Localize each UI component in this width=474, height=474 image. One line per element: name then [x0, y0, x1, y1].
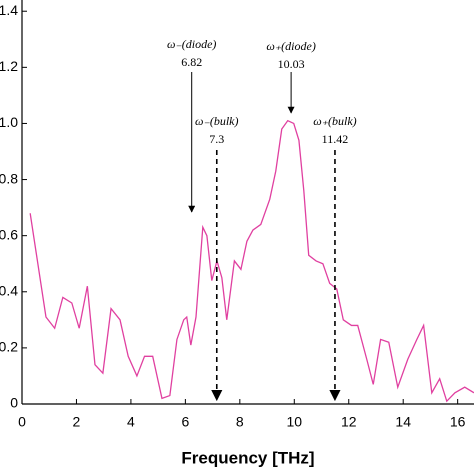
x-tick-label: 10 [287, 414, 303, 430]
y-tick-label: 0.6 [0, 226, 18, 242]
x-tick-label: 16 [450, 414, 466, 430]
y-tick-label: 0.4 [0, 282, 18, 298]
x-tick-label: 2 [73, 414, 81, 430]
annotation-label: ω₊(diode) [266, 39, 315, 53]
y-tick-label: 0.2 [0, 339, 18, 355]
x-tick-label: 8 [236, 414, 244, 430]
x-axis-label: Frequency [THz] [181, 448, 314, 467]
data-line [29, 119, 474, 403]
annotation-label: ω₋(diode) [167, 37, 216, 51]
y-tick-label: 1.2 [0, 58, 18, 74]
y-tick-label: 0.8 [0, 170, 18, 186]
y-tick-label: 0 [10, 395, 18, 411]
annotation-label: ω₋(bulk) [195, 114, 238, 128]
y-tick-label: 1.4 [0, 2, 18, 18]
annotation-value: 10.03 [278, 57, 305, 71]
x-tick-label: 14 [395, 414, 411, 430]
y-tick-label: 1.0 [0, 114, 18, 130]
x-tick-label: 4 [127, 414, 135, 430]
annotation-value: 11.42 [322, 132, 349, 146]
annotation-value: 6.82 [181, 55, 202, 69]
x-tick-label: 0 [18, 414, 26, 430]
annotation-value: 7.3 [209, 132, 224, 146]
x-tick-label: 12 [341, 414, 357, 430]
x-tick-label: 6 [181, 414, 189, 430]
annotation-label: ω₊(bulk) [313, 114, 356, 128]
